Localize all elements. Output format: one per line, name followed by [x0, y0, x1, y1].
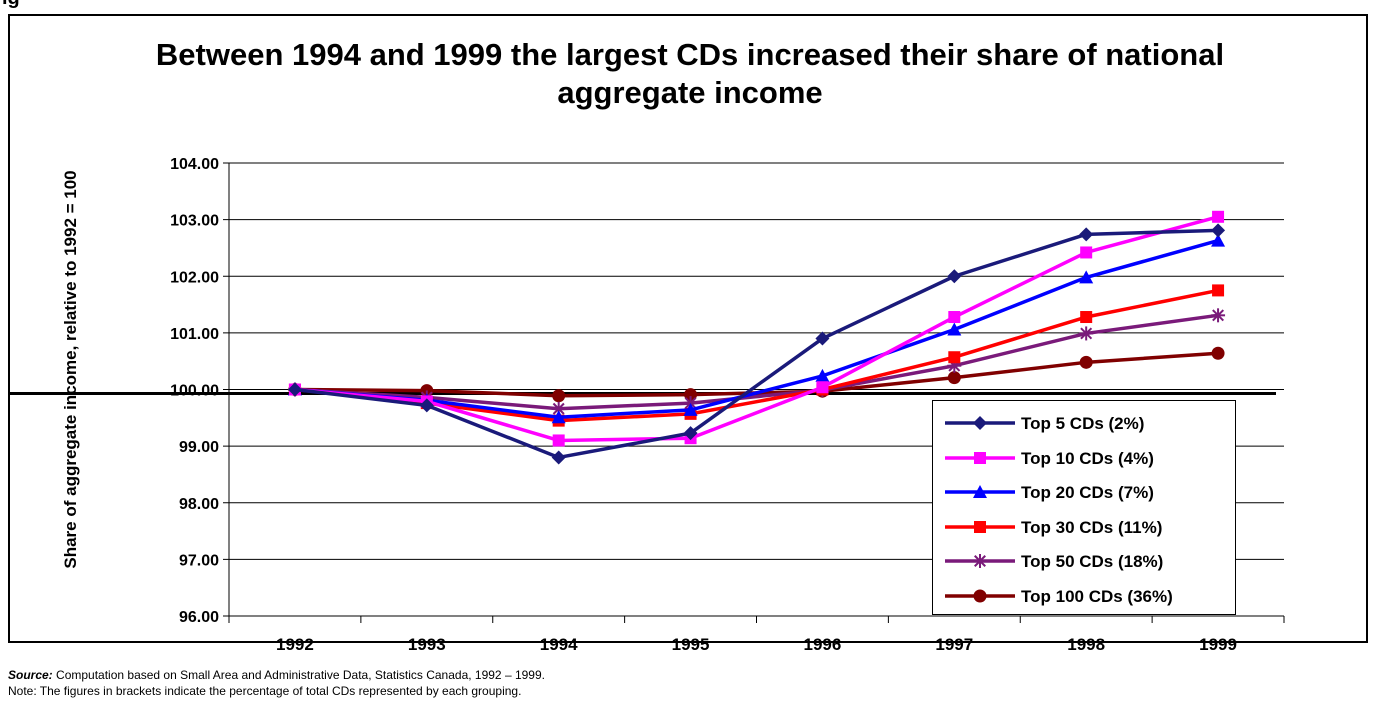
series-line	[294, 238, 1219, 419]
x-tick-label: 1997	[935, 635, 973, 654]
y-tick-label: 96.00	[179, 609, 219, 626]
figure-label: ig	[2, 0, 20, 10]
y-tick-label: 98.00	[179, 496, 219, 513]
legend-swatch	[945, 451, 1015, 464]
y-tick-label: 103.00	[170, 213, 219, 230]
series-group	[287, 223, 1226, 465]
data-point	[947, 371, 961, 385]
data-point	[1079, 326, 1094, 341]
y-tick-label: 100.00	[170, 383, 219, 400]
legend-item: Top 100 CDs (36%)	[933, 580, 1235, 610]
data-point	[1079, 270, 1094, 284]
x-tick-label: 1999	[1199, 635, 1237, 654]
data-point	[551, 410, 566, 424]
x-tick-label: 1996	[804, 635, 842, 654]
chart-frame	[8, 14, 1368, 643]
data-point	[1080, 246, 1093, 259]
legend-marker	[973, 416, 987, 430]
series-line	[294, 313, 1219, 411]
data-point	[683, 426, 698, 441]
chart-title: Between 1994 and 1999 the largest CDs in…	[155, 37, 1225, 110]
data-point	[816, 381, 829, 394]
data-point	[1079, 355, 1093, 369]
legend-marker	[973, 485, 987, 498]
chart-notes: Source: Computation based on Small Area …	[8, 667, 545, 699]
legend-label: Top 5 CDs (2%)	[1021, 414, 1145, 433]
source-text: Computation based on Small Area and Admi…	[52, 668, 545, 682]
legend-label: Top 20 CDs (7%)	[1021, 483, 1154, 502]
x-tick-label: 1992	[276, 635, 314, 654]
series-line	[294, 228, 1219, 460]
data-point	[948, 351, 961, 364]
legend-item: Top 50 CDs (18%)	[933, 545, 1235, 575]
data-point	[1212, 284, 1225, 297]
y-tick-label: 104.00	[170, 156, 219, 173]
x-tick-label: 1993	[408, 635, 446, 654]
data-point	[419, 398, 434, 413]
data-point	[1211, 308, 1226, 323]
series-line	[294, 288, 1219, 423]
data-point	[1211, 233, 1226, 247]
data-point	[1211, 346, 1225, 360]
data-point	[287, 382, 302, 397]
y-tick-label: 97.00	[179, 552, 219, 569]
data-point	[552, 389, 566, 403]
source-line: Source: Computation based on Small Area …	[8, 667, 545, 683]
source-label: Source:	[8, 668, 53, 682]
legend-marker	[974, 451, 986, 464]
chart-legend: Top 5 CDs (2%) Top 10 CDs (4%) Top 20 CDs …	[932, 400, 1236, 615]
data-point	[551, 450, 566, 465]
series-line	[294, 215, 1219, 443]
data-point	[1212, 210, 1225, 223]
data-point	[683, 402, 698, 416]
data-point	[948, 311, 961, 324]
legend-label: Top 100 CDs (36%)	[1021, 586, 1173, 606]
data-point	[815, 331, 830, 346]
y-axis-title: Share of aggregate income, relative to 1…	[61, 170, 80, 568]
data-point	[947, 269, 962, 284]
legend-marker	[973, 589, 987, 602]
note-line: Note: The figures in brackets indicate t…	[8, 684, 522, 698]
y-tick-label: 102.00	[170, 269, 219, 286]
legend-item: Top 20 CDs (7%)	[933, 476, 1235, 506]
x-tick-label: 1995	[672, 635, 710, 654]
x-tick-label: 1998	[1067, 635, 1105, 654]
legend-item: Top 30 CDs (11%)	[933, 511, 1235, 541]
legend-marker	[974, 520, 986, 533]
legend-swatch	[945, 520, 1015, 533]
legend-swatch	[945, 416, 1015, 430]
legend-label: Top 10 CDs (4%)	[1021, 448, 1154, 468]
series-group	[287, 233, 1226, 424]
data-point	[552, 434, 565, 447]
legend-marker	[973, 554, 987, 568]
data-point	[684, 388, 698, 402]
legend-swatch	[945, 589, 1015, 602]
legend-label: Top 30 CDs (11%)	[1021, 517, 1163, 537]
legend-swatch	[945, 485, 1015, 498]
data-point	[947, 322, 962, 336]
data-point	[1211, 223, 1226, 238]
legend-item: Top 5 CDs (2%)	[933, 407, 1235, 437]
legend-item: Top 10 CDs (4%)	[933, 442, 1235, 472]
data-point	[815, 368, 830, 382]
legend-label: Top 50 CDs (18%)	[1021, 552, 1164, 571]
y-tick-label: 101.00	[170, 326, 219, 343]
legend-swatch	[945, 554, 1015, 568]
y-tick-label: 99.00	[179, 439, 219, 456]
x-tick-label: 1994	[540, 635, 578, 654]
data-point	[1079, 227, 1094, 242]
data-point	[1080, 311, 1093, 324]
